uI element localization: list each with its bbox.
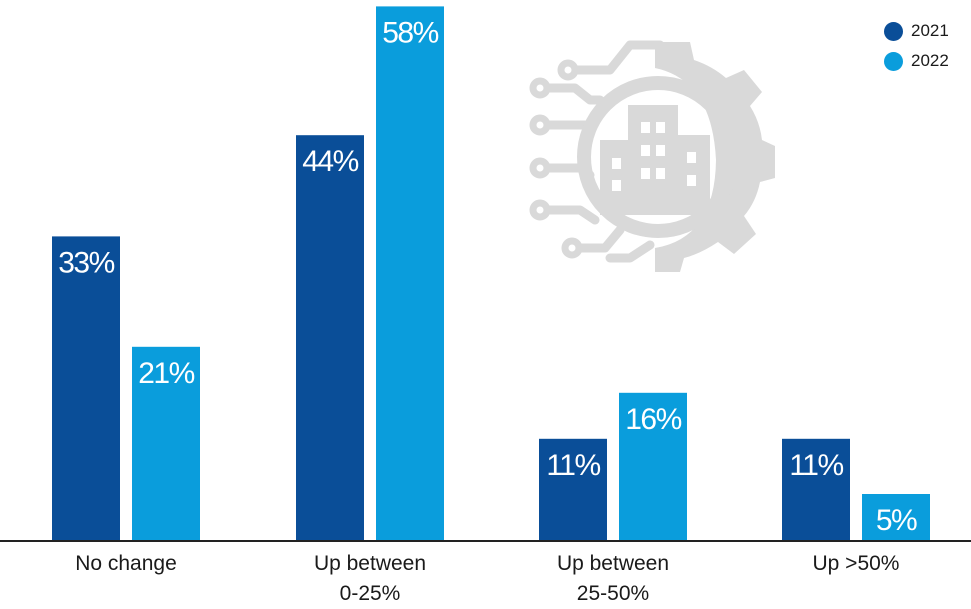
- bar-2022-2: [619, 392, 687, 540]
- data-label-2022-3: 5%: [876, 504, 917, 537]
- bar-2022-3: [862, 494, 930, 540]
- legend: 2021 2022: [884, 16, 949, 76]
- bar-2022-0: [132, 346, 200, 540]
- data-label-2021-0: 33%: [58, 246, 114, 279]
- category-label-2: Up between 25-50%: [557, 552, 669, 605]
- gear-circuit-building-icon: [529, 40, 775, 272]
- legend-swatch-2021: [884, 21, 903, 41]
- data-label-2022-1: 58%: [382, 16, 438, 49]
- bar-2021-3: [782, 438, 850, 540]
- data-label-2021-3: 11%: [789, 449, 843, 482]
- legend-label-2022: 2022: [911, 51, 949, 70]
- legend-item-2021: 2021: [884, 16, 949, 46]
- bar-2021-1: [296, 135, 364, 540]
- bar-2021-2: [539, 438, 607, 540]
- bar-2022-1: [376, 6, 444, 540]
- category-label-1: Up between 0-25%: [314, 552, 426, 605]
- data-label-2021-1: 44%: [302, 145, 358, 178]
- legend-label-2021: 2021: [911, 21, 949, 40]
- data-label-2021-2: 11%: [546, 449, 600, 482]
- data-label-2022-2: 16%: [625, 403, 681, 436]
- data-label-2022-0: 21%: [138, 357, 194, 390]
- legend-swatch-2022: [884, 51, 903, 71]
- bar-2021-0: [52, 236, 120, 540]
- legend-item-2022: 2022: [884, 46, 949, 76]
- category-label-0: No change: [75, 552, 177, 575]
- category-label-3: Up >50%: [813, 552, 900, 575]
